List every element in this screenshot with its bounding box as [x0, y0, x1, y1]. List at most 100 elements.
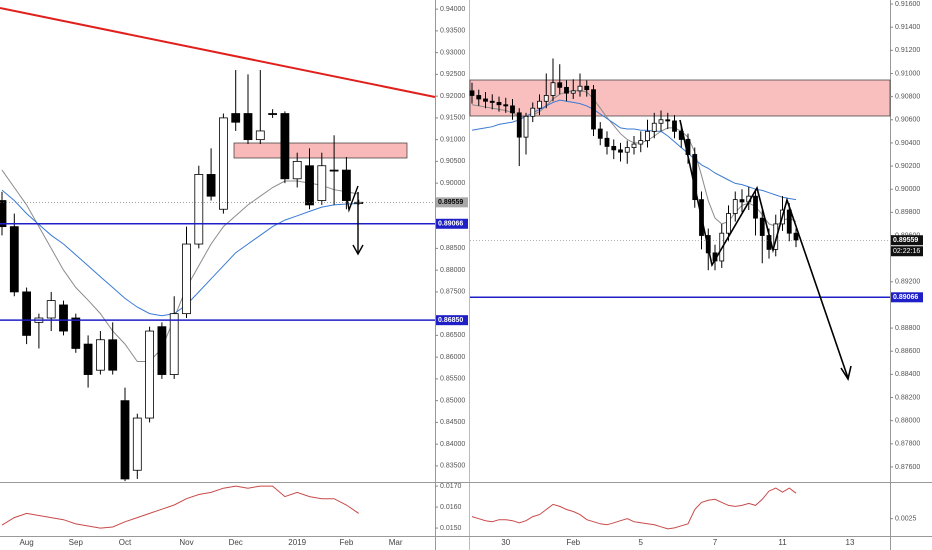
y-tick-label: 0.86000: [440, 354, 465, 361]
y-tick-label: 0.88800: [895, 325, 920, 332]
candle-body: [618, 149, 623, 153]
candle-body: [631, 143, 637, 148]
candle-body: [132, 417, 142, 471]
level-tag: [891, 292, 923, 303]
x-tick-label: Mar: [389, 538, 403, 547]
y-tick-label: 0.92000: [440, 93, 465, 100]
candle-body: [523, 115, 529, 138]
x-tick-label: Feb: [566, 538, 580, 547]
indicator-line: [471, 487, 797, 530]
x-tick-label: Sep: [69, 538, 84, 547]
candle-body: [786, 209, 792, 234]
candle-body: [584, 85, 590, 91]
candle-body: [591, 89, 596, 130]
resistance-zone: [233, 142, 408, 159]
level-tag-label: 0.89066: [893, 294, 918, 301]
arrow-head: [352, 244, 364, 256]
candle-body: [231, 113, 241, 123]
y-tick-label: 0.90800: [895, 93, 920, 100]
y-tick-label: 0.90500: [440, 158, 465, 165]
arrow-head: [840, 365, 852, 382]
candle-body: [46, 300, 56, 319]
x-tick-label: 7: [713, 538, 718, 547]
y-tick-label: 0.84000: [440, 441, 465, 448]
indicator-tick-label: 0.0150: [440, 525, 462, 532]
candle-body: [597, 128, 603, 139]
candle-body: [651, 122, 657, 132]
y-tick-label: 0.90600: [895, 117, 920, 124]
y-tick-label: 0.90000: [440, 180, 465, 187]
moving-average: [1, 189, 359, 317]
y-tick-label: 0.92500: [440, 71, 465, 78]
candle-body: [354, 201, 364, 204]
x-tick-label: 2019: [288, 538, 306, 547]
y-tick-label: 0.90200: [895, 163, 920, 170]
candle-body: [759, 217, 765, 236]
x-tick-label: Nov: [179, 538, 193, 547]
y-tick-label: 0.84500: [440, 419, 465, 426]
candle-body: [341, 169, 351, 201]
y-tick-label: 0.91200: [895, 47, 920, 54]
candle-body: [557, 82, 563, 88]
y-tick-label: 0.86500: [440, 332, 465, 339]
candle-body: [543, 95, 549, 102]
countdown-tag: [891, 246, 923, 257]
level-tag: [436, 315, 468, 326]
y-tick-label: 0.88400: [895, 371, 920, 378]
candle-body: [773, 223, 779, 250]
candle-body: [624, 147, 630, 153]
y-tick-label: 0.87600: [895, 464, 920, 471]
x-tick-label: 30: [501, 538, 510, 547]
y-tick-label: 0.91000: [895, 70, 920, 77]
candle-body: [194, 174, 204, 245]
candle-body: [611, 145, 617, 151]
indicator-line: [1, 485, 359, 529]
y-tick-label: 0.89800: [895, 209, 920, 216]
y-tick-label: 0.91000: [440, 136, 465, 143]
indicator-tick-label: 0.0025: [895, 516, 917, 523]
x-tick-label: Feb: [340, 538, 354, 547]
candle-body: [0, 200, 7, 228]
price-tag-label: 0.89559: [893, 237, 918, 244]
y-tick-label: 0.87500: [440, 289, 465, 296]
candle-body: [305, 165, 314, 206]
y-tick-label: 0.93500: [440, 28, 465, 35]
candle-body: [483, 98, 488, 102]
candle-body: [793, 232, 799, 241]
candle-body: [169, 313, 179, 375]
x-tick-label: Dec: [229, 538, 243, 547]
level-tag-label: 0.86850: [438, 317, 463, 324]
candle-body: [268, 113, 278, 115]
candle-body: [665, 119, 671, 122]
candle-body: [469, 90, 475, 96]
y-tick-label: 0.88000: [440, 267, 465, 274]
candle-body: [496, 102, 502, 106]
level-tag: [436, 218, 468, 229]
candle-body: [206, 174, 216, 197]
level-tag-label: 0.89066: [438, 221, 463, 228]
x-tick-label: 11: [778, 538, 787, 547]
drawn-arrow: [342, 171, 359, 213]
candle-body: [182, 243, 191, 315]
y-tick-label: 0.88200: [895, 394, 920, 401]
candle-body: [59, 304, 68, 332]
x-tick-label: Oct: [119, 538, 132, 547]
candle-body: [83, 343, 93, 375]
y-tick-label: 0.93000: [440, 49, 465, 56]
y-tick-label: 0.91400: [895, 24, 920, 31]
candle-body: [243, 113, 253, 141]
candle-body: [22, 291, 32, 336]
candle-body: [739, 199, 745, 203]
y-tick-label: 0.91600: [895, 1, 920, 8]
candle-body: [732, 199, 738, 214]
x-tick-label: 5: [639, 538, 644, 547]
candle-body: [564, 86, 569, 94]
y-tick-label: 0.91500: [440, 115, 465, 122]
countdown-label: 02:22:16: [893, 248, 920, 255]
candle-body: [157, 326, 167, 375]
candle-body: [317, 165, 327, 201]
candle-body: [645, 130, 650, 142]
candle-body: [753, 195, 758, 219]
candle-body: [96, 339, 105, 371]
